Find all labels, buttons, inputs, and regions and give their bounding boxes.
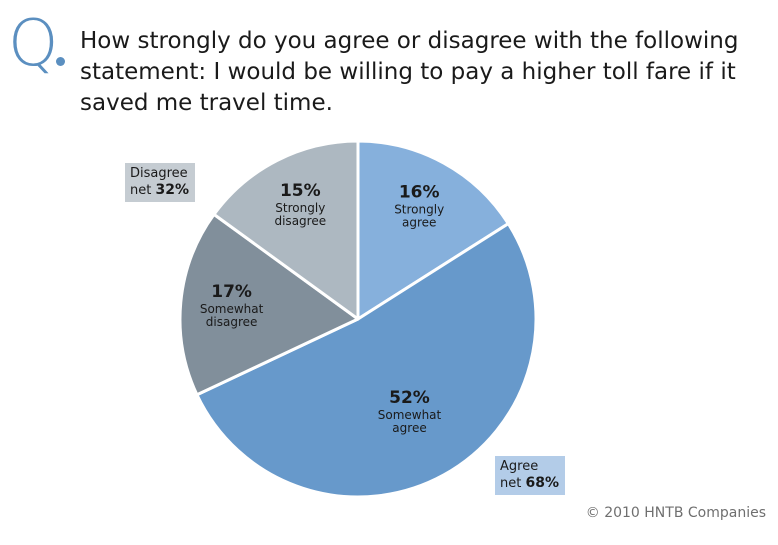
- slice-value-label: 15%: [280, 181, 321, 201]
- slice-value-label: 17%: [211, 282, 252, 302]
- agree-net-value: 68%: [525, 475, 559, 491]
- pie-slices: [178, 139, 538, 499]
- slice-category-label: Somewhat: [378, 408, 442, 422]
- question-text: How strongly do you agree or disagree wi…: [80, 28, 739, 116]
- pie-slice: [212, 139, 360, 321]
- agree-net-label: Agree: [500, 459, 539, 474]
- slice-category-label: agree: [402, 216, 436, 230]
- q-logo-dot: [56, 57, 65, 66]
- slice-category-label: agree: [392, 421, 426, 435]
- slice-value-label: 52%: [389, 388, 430, 408]
- pie-slice: [356, 139, 510, 321]
- slice-category-label: Strongly: [394, 203, 444, 217]
- disagree-net-box: Disagree net 32%: [125, 163, 195, 202]
- slice-value-label: 16%: [399, 183, 440, 203]
- disagree-net-label: Disagree: [130, 166, 188, 181]
- slice-category-label: Somewhat: [200, 302, 264, 316]
- pie-slice: [195, 222, 538, 499]
- copyright-text: © 2010 HNTB Companies: [585, 505, 766, 521]
- slice-category-label: disagree: [206, 315, 258, 329]
- agree-net-prefix: net: [500, 476, 522, 491]
- slice-category-label: Strongly: [275, 201, 325, 215]
- disagree-net-prefix: net: [130, 183, 152, 198]
- q-logo-letter: Q: [8, 7, 59, 81]
- slice-category-label: disagree: [274, 214, 326, 228]
- pie-slice-labels: 16%Stronglyagree52%Somewhatagree17%Somew…: [200, 181, 444, 435]
- disagree-net-value: 32%: [155, 182, 189, 198]
- agree-net-box: Agree net 68%: [495, 456, 565, 495]
- pie-slice: [178, 212, 360, 397]
